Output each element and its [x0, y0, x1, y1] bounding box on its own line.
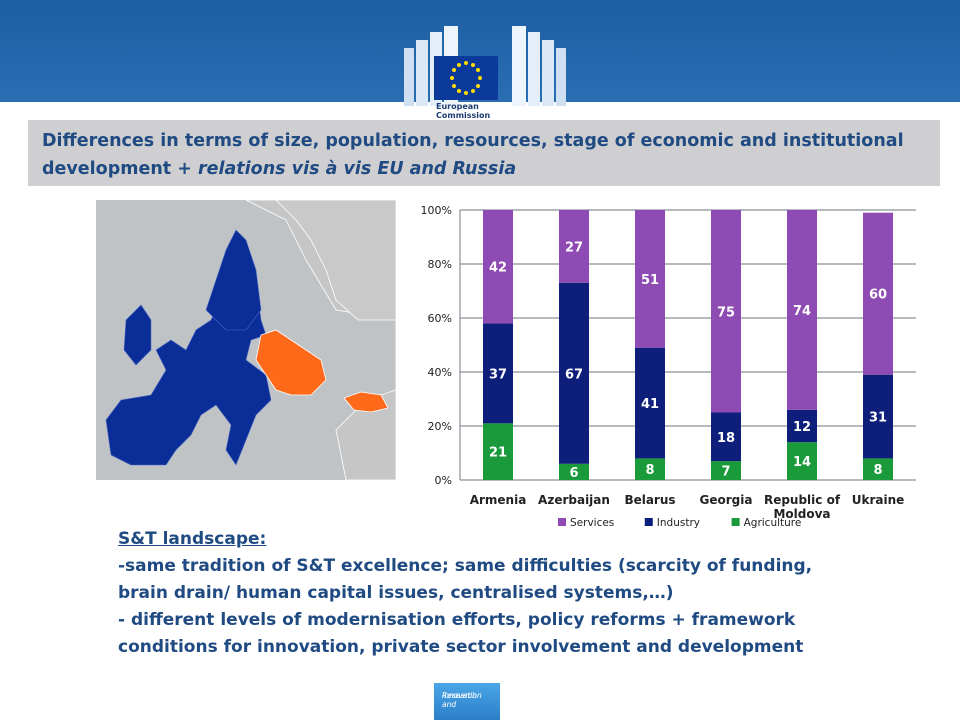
bar-services	[559, 210, 589, 283]
legend-label-agriculture: Agriculture	[744, 517, 802, 529]
data-label-industry: 67	[565, 367, 583, 382]
chart-grid	[460, 209, 916, 481]
research-innovation-badge: Research and Innovation	[434, 683, 500, 720]
slide-title: Differences in terms of size, population…	[42, 127, 932, 183]
badge-line2: Innovation	[442, 691, 482, 700]
data-label-services: 42	[489, 261, 507, 276]
body-line-4: conditions for innovation, private secto…	[118, 637, 804, 657]
map-partner-belarus-ukraine-moldova	[255, 329, 327, 396]
bar-industry	[863, 374, 893, 459]
bar-services	[787, 210, 817, 410]
chart-legend: Services Industry Agriculture	[558, 517, 801, 529]
bar-industry	[787, 409, 817, 443]
slide-title-part1: Differences in terms of size, population…	[42, 131, 904, 179]
x-tick-label: Belarus	[624, 493, 675, 507]
body-line-2: brain drain/ human capital issues, centr…	[118, 583, 674, 603]
data-label-agriculture: 21	[489, 446, 507, 461]
map-uk	[123, 304, 152, 366]
bar-agriculture	[483, 423, 513, 480]
bar-industry	[559, 282, 589, 464]
bar-services	[711, 210, 741, 413]
data-label-services: 27	[565, 240, 583, 255]
data-label-services: 51	[641, 273, 659, 288]
y-tick-label: 0%	[435, 474, 452, 487]
chart-axes: 0% 20% 40% 60% 80% 100% Armenia Azerbaijan Belar…	[421, 204, 905, 521]
legend-swatch-agriculture	[731, 518, 740, 526]
map-partner-caucasus	[343, 391, 389, 413]
data-label-industry: 41	[641, 397, 659, 412]
bar-agriculture	[711, 461, 741, 480]
european-commission-logo	[404, 26, 566, 110]
data-label-agriculture: 6	[569, 466, 578, 481]
data-label-industry: 31	[869, 411, 887, 426]
y-tick-label: 40%	[428, 366, 452, 379]
y-tick-label: 20%	[428, 420, 452, 433]
bar-agriculture	[559, 463, 589, 480]
chart-bars	[483, 210, 893, 480]
bar-industry	[483, 323, 513, 424]
y-tick-label: 60%	[428, 312, 452, 325]
slide-title-italic: relations vis à vis EU and Russia	[198, 159, 517, 179]
x-tick-label: Moldova	[773, 507, 830, 521]
body-heading: S&T landscape:	[118, 529, 267, 549]
bar-industry	[711, 412, 741, 462]
map-scandinavia	[205, 229, 262, 331]
x-tick-label: Georgia	[700, 493, 753, 507]
data-label-industry: 37	[489, 367, 507, 382]
x-tick-label: Azerbaijan	[538, 493, 610, 507]
body-text: S&T landscape: -same tradition of S&T ex…	[118, 526, 858, 661]
bar-services	[483, 210, 513, 324]
map-russia	[275, 200, 396, 321]
body-line-3: - different levels of modernisation effo…	[118, 610, 796, 630]
data-label-industry: 18	[717, 431, 735, 446]
data-label-industry: 12	[793, 420, 811, 435]
data-label-services: 75	[717, 305, 735, 320]
logo-text-line1: European	[436, 102, 479, 111]
employment-by-sector-chart: 21 37 42 6 67 27 8 41 51 7 18 75 14 12 74 8 31 60 0% 20% 40…	[421, 204, 916, 529]
x-tick-label: Republic of	[764, 493, 841, 507]
y-tick-label: 100%	[421, 204, 452, 217]
badge-line1: Research and	[442, 691, 477, 709]
data-label-services: 74	[793, 304, 811, 319]
data-label-services: 60	[869, 288, 887, 303]
logo-text: European Commission	[436, 102, 490, 120]
bar-agriculture	[863, 458, 893, 480]
bar-industry	[635, 347, 665, 459]
bar-services	[863, 212, 893, 375]
title-box	[28, 120, 940, 186]
europe-map	[96, 200, 396, 480]
legend-swatch-services	[558, 518, 566, 526]
body-line-1: -same tradition of S&T excellence; same …	[118, 556, 813, 576]
legend-swatch-industry	[644, 518, 653, 526]
x-tick-label: Armenia	[470, 493, 527, 507]
legend-label-services: Services	[570, 517, 614, 529]
data-label-agriculture: 8	[645, 463, 654, 478]
data-label-agriculture: 14	[793, 455, 811, 470]
bar-services	[635, 210, 665, 348]
chart-data-labels: 21 37 42 6 67 27 8 41 51 7 18 75 14 12 74 8 31 60	[489, 240, 887, 480]
bar-agriculture	[635, 458, 665, 480]
logo-text-line2: Commission	[436, 111, 491, 120]
legend-label-industry: Industry	[657, 517, 700, 529]
data-label-agriculture: 8	[873, 463, 882, 478]
y-tick-label: 80%	[428, 258, 452, 271]
bar-agriculture	[787, 442, 817, 480]
data-label-agriculture: 7	[721, 465, 730, 480]
x-tick-label: Ukraine	[852, 493, 905, 507]
map-black-sea	[296, 398, 341, 420]
